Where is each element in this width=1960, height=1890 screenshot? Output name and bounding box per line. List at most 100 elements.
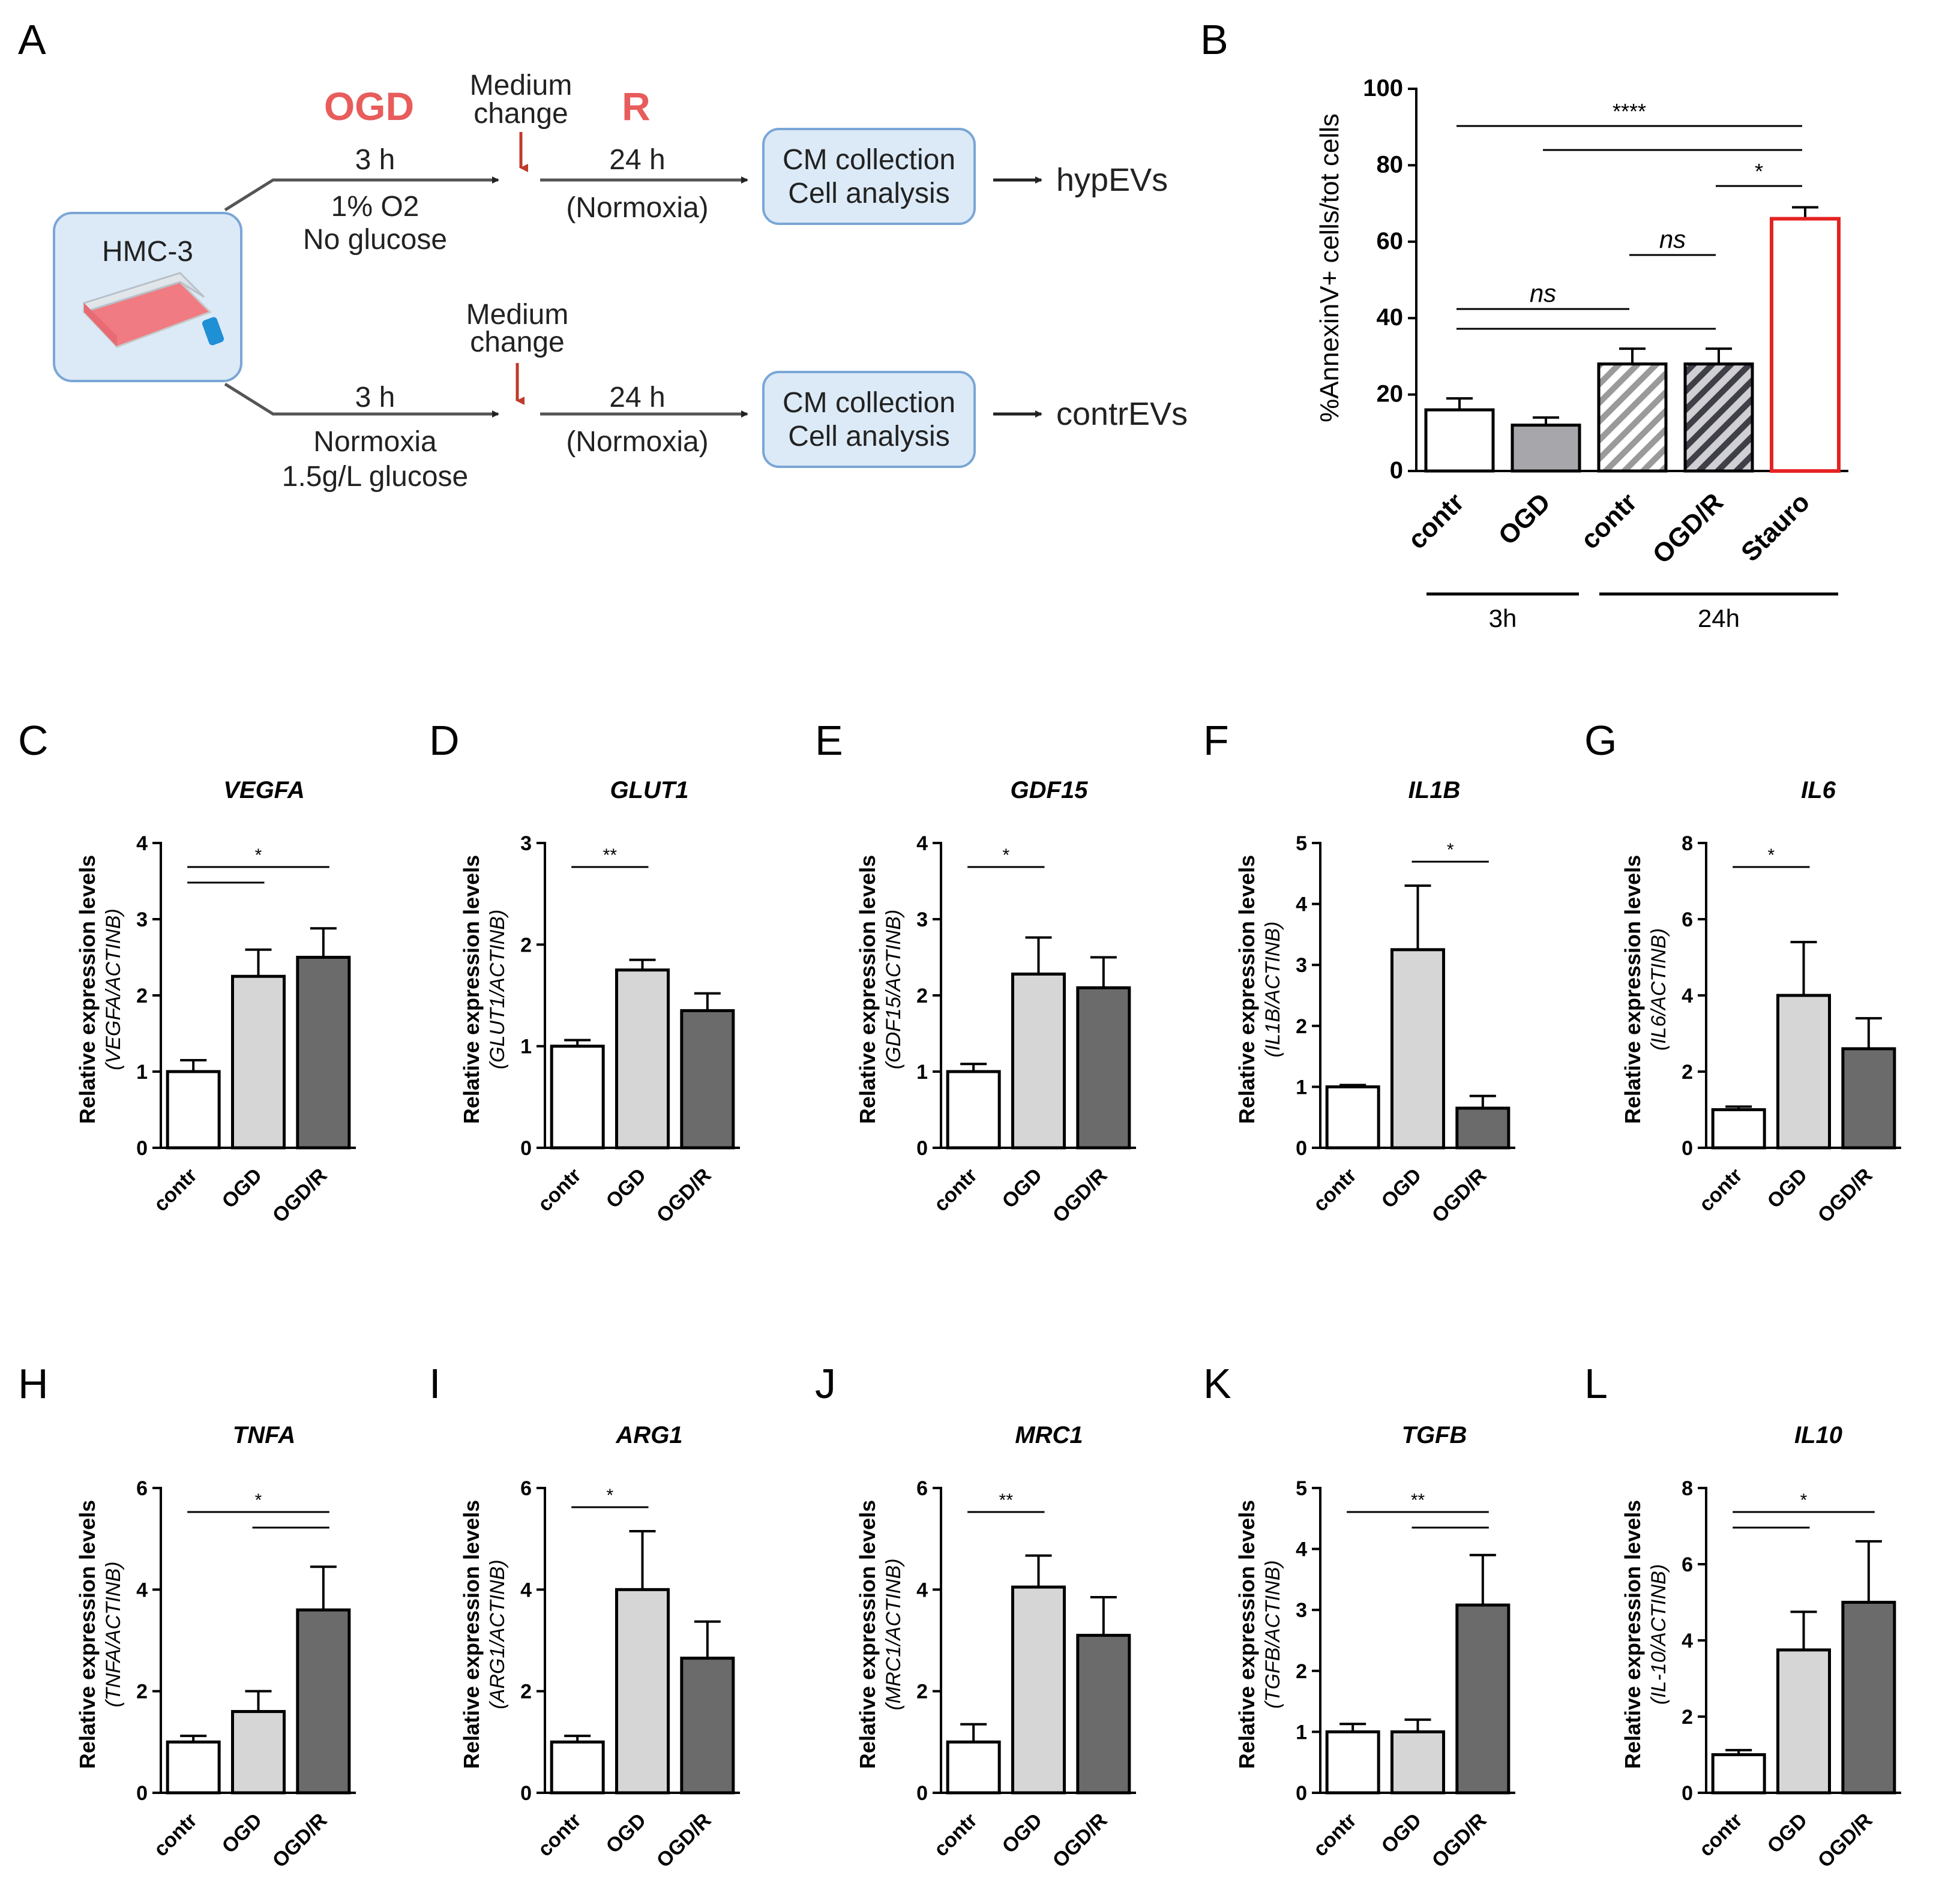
chart-k: K TGFB 0 1 2 3 4 5 Relative expression levels (TG…: [1203, 1360, 1515, 1872]
bottom-duration-2: 24 h: [609, 382, 665, 413]
bottom-box-line2: Cell analysis: [788, 421, 949, 452]
y-tick-label: 4: [136, 1579, 148, 1601]
panel-letter-h: H: [18, 1360, 49, 1407]
bar-ogd: [1776, 994, 1831, 1150]
significance-label: *: [255, 1490, 262, 1510]
y-axis-label: Relative expression levels: [459, 1500, 484, 1769]
bar-ogd: [615, 1588, 670, 1795]
top-condition-1a: 1% O2: [331, 191, 419, 223]
chart-f: F IL1B 0 1 2 3 4 5 Relative expression levels (IL…: [1203, 717, 1515, 1227]
x-tick-label: contr: [149, 1809, 202, 1861]
y-tick-label: 0: [136, 1137, 148, 1160]
y-tick-label: 4: [136, 832, 148, 855]
y-tick-label: 0: [520, 1137, 532, 1160]
group-label: 3h: [1489, 604, 1517, 632]
top-collection-box: [762, 128, 976, 225]
x-tick-label: OGD: [602, 1164, 651, 1213]
y-axis-label-2: (IL-10/ACTINB): [1647, 1564, 1670, 1705]
y-tick-label: 0: [1390, 457, 1403, 484]
y-tick-label: 0: [1682, 1137, 1693, 1160]
bar-ogd-r: [296, 956, 351, 1150]
chart-i: I ARG1 0 2 4 6 Relative expression levels (ARG1…: [429, 1360, 740, 1872]
y-tick-label: 5: [1296, 832, 1307, 855]
bar-contr: [166, 1740, 221, 1795]
bar-contr: [550, 1045, 605, 1150]
y-tick-label: 8: [1682, 832, 1693, 855]
top-arrow-1: [224, 176, 499, 212]
bottom-condition-1b: 1.5g/L glucose: [282, 461, 468, 493]
x-tick-label: OGD: [998, 1164, 1047, 1213]
panel-letter-c: C: [18, 717, 49, 764]
x-tick-label: OGD: [1493, 487, 1557, 551]
x-tick-label: contr: [930, 1809, 982, 1861]
x-tick-label: contr: [1575, 487, 1643, 554]
significance-label: **: [603, 845, 618, 865]
y-tick-label: 6: [1682, 908, 1693, 931]
y-axis-label-2: (TNFA/ACTINB): [102, 1561, 125, 1707]
y-axis-label-2: (TGFB/ACTINB): [1261, 1560, 1284, 1708]
contrevs-label: contrEVs: [1056, 396, 1188, 432]
bar-stauro: [1770, 217, 1841, 473]
chart-j: J MRC1 0 2 4 6 Relative expression levels (MRC1…: [815, 1360, 1136, 1872]
panel-a-diagram: A HMC-3 OGD Medium change R 3 h 1% O2 No…: [18, 16, 1188, 493]
chart-b: B 0 20 40 60 80 100 %AnnexinV+ cells/tot cells c…: [1200, 16, 1848, 632]
bottom-collection-box: [762, 371, 976, 468]
y-axis-label: Relative expression levels: [1620, 1500, 1645, 1769]
x-tick-label: contr: [1695, 1809, 1747, 1861]
x-tick-label: OGD: [1377, 1809, 1426, 1858]
chart-title: GDF15: [1011, 777, 1089, 803]
bottom-medium-change-line1: Medium: [466, 299, 569, 331]
bar-contr: [166, 1070, 221, 1150]
x-tick-label: OGD/R: [1428, 1809, 1491, 1873]
y-tick-label: 20: [1377, 381, 1404, 407]
significance-label: *: [255, 845, 262, 865]
chart-title: ARG1: [615, 1422, 682, 1448]
y-tick-label: 3: [916, 908, 928, 931]
chart-e: E GDF15 0 1 2 3 4 Relative expression levels (GD…: [815, 717, 1136, 1227]
y-axis-label: %AnnexinV+ cells/tot cells: [1315, 113, 1344, 422]
y-tick-label: 0: [136, 1782, 148, 1805]
y-axis-label-2: (GDF15/ACTINB): [882, 910, 905, 1069]
y-axis-label: Relative expression levels: [75, 1500, 100, 1769]
bar-ogd: [615, 968, 670, 1150]
x-tick-label: Stauro: [1736, 487, 1815, 567]
top-duration-2: 24 h: [609, 144, 665, 176]
x-tick-label: contr: [930, 1164, 982, 1216]
significance-label: *: [1767, 845, 1775, 865]
y-tick-label: 0: [916, 1782, 928, 1805]
y-tick-label: 80: [1377, 151, 1404, 178]
bar-ogd-r: [1076, 1634, 1131, 1795]
bottom-duration-1: 3 h: [355, 382, 395, 413]
panel-letter-j: J: [815, 1360, 836, 1407]
x-tick-label: OGD: [1763, 1809, 1812, 1858]
bar-contr: [1711, 1753, 1766, 1795]
y-tick-label: 40: [1377, 304, 1404, 331]
y-tick-label: 3: [520, 832, 532, 855]
bar-ogd: [1011, 1585, 1066, 1795]
significance-label: **: [999, 1490, 1014, 1510]
y-axis-label: Relative expression levels: [75, 855, 100, 1124]
reoxygenation-phase-label: R: [622, 84, 651, 128]
bottom-box-line1: CM collection: [783, 387, 955, 419]
chart-title: IL1B: [1408, 777, 1461, 803]
y-tick-label: 6: [1682, 1553, 1693, 1576]
y-axis-label-2: (MRC1/ACTINB): [882, 1558, 905, 1710]
bar-ogd-r: [1683, 362, 1754, 473]
y-tick-label: 5: [1296, 1477, 1307, 1500]
significance-label: ns: [1530, 279, 1556, 307]
y-axis-label: Relative expression levels: [855, 1500, 880, 1769]
y-tick-label: 6: [520, 1477, 532, 1500]
panel-letter-l: L: [1584, 1360, 1608, 1407]
bar-ogd-r: [1455, 1603, 1511, 1795]
bar-contr: [1424, 408, 1495, 473]
y-tick-label: 6: [916, 1477, 928, 1500]
bar-contr: [946, 1070, 1001, 1150]
bar-contr: [946, 1740, 1001, 1795]
significance-label: *: [1800, 1490, 1808, 1510]
bar-ogd: [1390, 1730, 1445, 1795]
bar-ogd: [231, 1710, 286, 1795]
panel-letter-i: I: [429, 1360, 440, 1407]
bottom-arrow-1: [224, 382, 499, 418]
